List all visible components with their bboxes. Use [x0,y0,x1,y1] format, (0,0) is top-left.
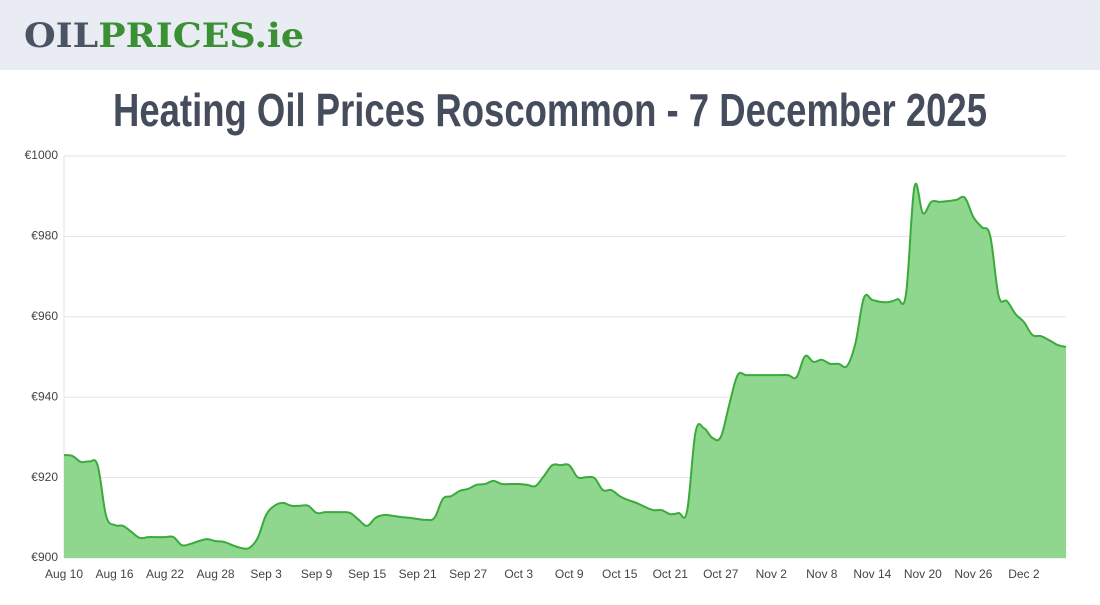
area-fill [64,183,1066,558]
x-tick-label: Oct 3 [504,567,533,581]
x-tick-label: Sep 9 [301,567,333,581]
x-tick-label: Oct 21 [653,567,689,581]
x-tick-label: Aug 10 [45,567,83,581]
x-tick-label: Aug 16 [95,567,133,581]
y-tick-label: €900 [31,550,58,564]
x-tick-label: Nov 14 [853,567,891,581]
y-tick-label: €1000 [25,148,59,162]
x-tick-label: Nov 26 [954,567,992,581]
y-tick-label: €940 [31,389,58,403]
x-tick-label: Sep 3 [250,567,282,581]
x-tick-label: Nov 2 [756,567,788,581]
x-tick-label: Sep 27 [449,567,487,581]
x-tick-label: Oct 15 [602,567,638,581]
x-tick-label: Aug 28 [197,567,235,581]
x-tick-label: Sep 15 [348,567,386,581]
y-tick-label: €980 [31,229,58,243]
logo-green: PRICES.ie [98,16,304,56]
logo-dark: OIL [24,16,98,56]
x-tick-label: Nov 8 [806,567,838,581]
x-tick-label: Oct 9 [555,567,584,581]
x-tick-label: Dec 2 [1008,567,1040,581]
x-tick-label: Nov 20 [904,567,942,581]
x-tick-label: Sep 21 [399,567,437,581]
y-tick-label: €960 [31,309,58,323]
logo[interactable]: OIL PRICES.ie [24,16,304,56]
y-tick-label: €920 [31,470,58,484]
x-tick-label: Oct 27 [703,567,739,581]
price-line [63,182,1067,550]
x-tick-label: Aug 22 [146,567,184,581]
header-bar [0,0,1100,70]
chart-title: Heating Oil Prices Roscommon - 7 Decembe… [113,84,987,136]
